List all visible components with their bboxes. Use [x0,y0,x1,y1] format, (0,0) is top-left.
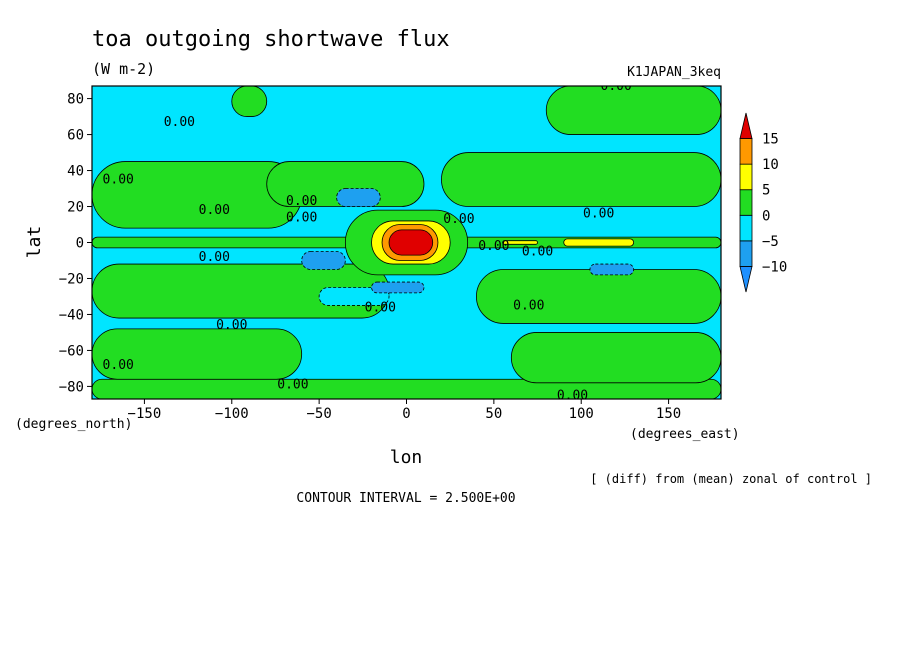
contour-region [336,188,381,207]
x-axis-label: lon [390,447,423,468]
y-tick-label: −20 [59,271,84,287]
x-tick-label: −50 [306,406,331,422]
contour-label: 0.00 [513,298,544,313]
contour-label: 0.00 [557,388,588,403]
y-unit-label: (degrees_north) [15,417,132,432]
y-tick-label: −60 [59,343,84,359]
contour-label: 0.00 [277,378,308,393]
colorbar-bin [739,138,753,165]
contour-label: 0.00 [103,358,134,373]
plot-area: 0.000.000.00 0.000.000.000.000.000.000.00… [92,79,721,403]
contour-region [563,238,635,247]
contour-region [388,229,434,256]
annotation-text: [ (diff) from (mean) zonal of control ] [590,472,872,486]
contour-region [441,152,721,207]
contour-label: 0.00 [443,212,474,227]
contour-region [510,332,721,384]
chart-title: toa outgoing shortwave flux [92,27,450,52]
contour-region [92,328,303,380]
contour-region [371,281,425,294]
contour-interval-text: CONTOUR INTERVAL = 2.500E+00 [296,491,515,506]
y-tick-label: 60 [67,128,84,144]
contour-label: 0.00 [103,173,134,188]
contour-region [589,263,635,276]
y-tick-label: 20 [67,200,84,216]
contour-label: 0.00 [583,207,614,222]
contour-label: 0.00 [164,115,195,130]
x-tick-label: 0 [402,406,410,422]
colorbar-label: −10 [762,259,787,275]
filled-regions [92,86,721,399]
contour-region [231,86,268,117]
colorbar-bin [739,163,753,191]
y-tick-label: 0 [76,236,84,252]
contour-label: 0.00 [478,239,509,254]
contour-region [502,240,538,245]
contour-label: 0.00 [286,194,317,209]
y-axis-label: lat [24,226,45,259]
colorbar-bin [739,112,753,139]
contour-region [318,287,390,306]
contour-labels: 0.000.000.00 0.000.000.000.000.000.000.00… [103,79,632,403]
y-tick-label: 40 [67,164,84,180]
colorbar-label: 15 [762,132,779,148]
contour-label: 0.00 [365,300,396,315]
colorbar-bin [739,266,753,293]
x-tick-label: −100 [215,406,249,422]
contour-label: 0.00 [199,203,230,218]
contour-label: 0.00 [286,210,317,225]
contour-region [266,161,425,207]
colorbar-bin [739,214,753,242]
contour-label: 0.00 [522,244,553,259]
x-unit-label: (degrees_east) [630,427,740,442]
y-tick-label: −80 [59,379,84,395]
y-axis: 80 60 40 20 0 −20 −40 −60 −80 [59,92,92,395]
contour-label: 0.00 [199,250,230,265]
colorbar-label: 5 [762,183,770,199]
chart-units: (W m-2) [92,60,155,78]
colorbar-label: 10 [762,157,779,173]
colorbar: −10 −5 0 5 10 15 [739,112,787,293]
contour-region [545,86,721,135]
colorbar-bin [739,240,753,267]
x-axis: −150 −100 −50 0 50 100 150 [128,399,681,422]
x-tick-label: 50 [485,406,502,422]
run-label: K1JAPAN_3keq [627,65,721,80]
contour-region [92,378,721,399]
colorbar-label: −5 [762,234,779,250]
y-tick-label: 80 [67,92,84,108]
contour-label: 0.00 [601,79,632,94]
colorbar-label: 0 [762,208,770,224]
x-tick-label: 150 [656,406,681,422]
x-tick-label: −150 [128,406,162,422]
x-tick-label: 100 [569,406,594,422]
contour-region [301,251,346,270]
y-tick-label: −40 [59,307,84,323]
contour-region [475,269,721,324]
contour-label: 0.00 [216,318,247,333]
colorbar-bin [739,189,753,216]
